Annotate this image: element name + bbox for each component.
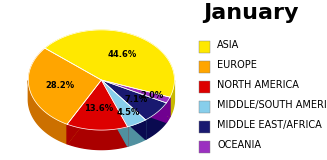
Polygon shape (67, 124, 128, 150)
Text: 28.2%: 28.2% (45, 81, 74, 90)
Polygon shape (146, 103, 166, 139)
Polygon shape (170, 80, 174, 117)
Text: 44.6%: 44.6% (108, 50, 137, 59)
Polygon shape (101, 80, 170, 117)
Polygon shape (128, 120, 146, 146)
Polygon shape (101, 80, 146, 139)
Text: 4.5%: 4.5% (116, 108, 140, 117)
Polygon shape (28, 48, 101, 124)
Bar (199, 141, 210, 153)
Polygon shape (166, 97, 170, 122)
Text: NORTH AMERICA: NORTH AMERICA (217, 80, 299, 90)
Text: 13.6%: 13.6% (84, 104, 113, 113)
Polygon shape (101, 80, 166, 122)
Polygon shape (45, 30, 174, 97)
Polygon shape (101, 80, 170, 103)
Text: EUROPE: EUROPE (217, 60, 257, 70)
Polygon shape (101, 80, 146, 127)
Polygon shape (28, 80, 67, 144)
Text: 7.1%: 7.1% (125, 96, 148, 104)
Bar (199, 41, 210, 53)
Polygon shape (101, 80, 128, 146)
Text: 2.0%: 2.0% (140, 91, 163, 100)
Bar (199, 61, 210, 73)
Polygon shape (101, 80, 170, 117)
Text: January: January (203, 3, 298, 23)
Text: MIDDLE EAST/AFRICA: MIDDLE EAST/AFRICA (217, 120, 322, 130)
Polygon shape (101, 80, 128, 146)
Bar (199, 101, 210, 113)
Text: OCEANIA: OCEANIA (217, 140, 261, 150)
Polygon shape (101, 80, 166, 122)
Polygon shape (67, 80, 101, 144)
Bar (199, 121, 210, 133)
Text: ASIA: ASIA (217, 40, 239, 50)
Polygon shape (101, 80, 166, 120)
Polygon shape (67, 80, 128, 130)
Text: MIDDLE/SOUTH AMERICA: MIDDLE/SOUTH AMERICA (217, 100, 327, 110)
Bar (199, 81, 210, 93)
Polygon shape (67, 80, 101, 144)
Polygon shape (101, 80, 146, 139)
